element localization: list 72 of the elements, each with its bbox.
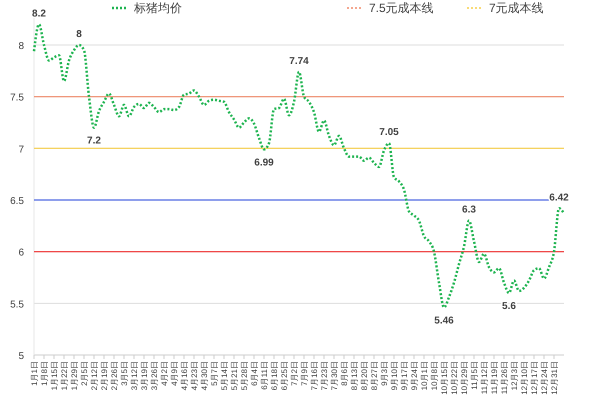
x-tick-label: 11月19日 (490, 361, 499, 394)
y-tick-label: 6.5 (10, 196, 24, 207)
x-tick-label: 5月28日 (240, 361, 249, 390)
x-tick-label: 8月20日 (360, 361, 369, 390)
data-label: 7.74 (289, 56, 310, 67)
y-tick-label: 7 (18, 144, 24, 156)
y-tick-label: 7.5 (10, 92, 24, 104)
x-tick-label: 12月3日 (510, 361, 519, 390)
x-tick-label: 4月2日 (160, 361, 169, 386)
x-tick-label: 9月10日 (390, 361, 399, 390)
x-tick-label: 2月5日 (80, 361, 89, 386)
x-tick-label: 12月17日 (530, 361, 539, 395)
x-tick-label: 4月23日 (190, 361, 199, 390)
x-tick-label: 4月30日 (200, 361, 209, 390)
x-tick-label: 7月16日 (310, 361, 319, 390)
y-tick-label: 5 (18, 351, 24, 362)
x-tick-label: 8月6日 (340, 361, 349, 386)
x-tick-label: 1月22日 (60, 361, 69, 390)
x-tick-label: 11月5日 (470, 361, 479, 390)
x-tick-label: 4月9日 (170, 361, 179, 386)
legend-label: 7.5元成本线 (369, 1, 434, 15)
x-tick-label: 10月29日 (460, 361, 469, 395)
data-label: 7.05 (379, 127, 400, 138)
x-tick-label: 3月5日 (120, 361, 129, 386)
x-tick-label: 1月1日 (30, 361, 39, 386)
x-tick-label: 12月10日 (520, 361, 529, 395)
data-label: 6.3 (462, 204, 476, 216)
x-tick-label: 12月24日 (540, 361, 549, 395)
x-tick-label: 2月26日 (110, 361, 119, 390)
x-tick-label: 11月26日 (500, 361, 509, 394)
y-tick-label: 6 (18, 248, 24, 259)
x-tick-label: 5月14日 (220, 361, 229, 390)
x-tick-label: 12月31日 (550, 361, 559, 395)
x-tick-label: 8月13日 (350, 361, 359, 390)
x-tick-label: 2月19日 (100, 361, 109, 390)
x-tick-label: 6月18日 (270, 361, 279, 390)
legend-label: 7元成本线 (489, 1, 544, 15)
y-tick-label: 5.5 (10, 299, 24, 310)
x-tick-label: 8月27日 (370, 361, 379, 390)
x-tick-label: 2月12日 (90, 361, 99, 390)
data-label: 5.46 (434, 315, 454, 326)
x-tick-label: 7月2日 (290, 361, 299, 386)
x-tick-label: 3月26日 (150, 361, 159, 390)
data-label: 5.6 (502, 301, 516, 312)
x-tick-label: 1月15日 (50, 361, 59, 390)
x-tick-label: 7月23日 (320, 361, 329, 390)
x-tick-label: 3月12日 (130, 361, 139, 390)
legend-label: 标猪均价 (133, 1, 182, 15)
x-tick-label: 10月15日 (440, 361, 449, 395)
x-tick-label: 9月24日 (410, 361, 419, 390)
x-tick-label: 9月17日 (400, 361, 409, 390)
data-label: 8 (76, 29, 82, 40)
x-tick-label: 10月22日 (450, 361, 459, 395)
x-tick-label: 6月4日 (250, 361, 259, 386)
x-tick-label: 7月30日 (330, 361, 339, 390)
x-tick-label: 3月19日 (140, 361, 149, 390)
data-label: 7.2 (87, 136, 102, 147)
data-label: 8.2 (32, 8, 46, 20)
x-tick-label: 6月11日 (260, 361, 269, 390)
x-tick-label: 10月8日 (430, 361, 439, 390)
x-tick-label: 11月12日 (480, 361, 489, 394)
x-tick-label: 4月16日 (180, 361, 189, 390)
y-tick-label: 8 (18, 41, 24, 52)
x-tick-label: 9月3日 (380, 361, 389, 386)
x-tick-label: 5月21日 (230, 361, 239, 390)
x-tick-label: 6月25日 (280, 361, 289, 390)
x-tick-label: 1月29日 (70, 361, 79, 390)
x-tick-label: 10月1日 (420, 361, 429, 390)
x-tick-label: 7月9日 (300, 361, 309, 386)
x-tick-label: 5月7日 (210, 361, 219, 386)
data-label: 6.99 (254, 157, 274, 168)
x-tick-label: 1月8日 (40, 361, 49, 386)
